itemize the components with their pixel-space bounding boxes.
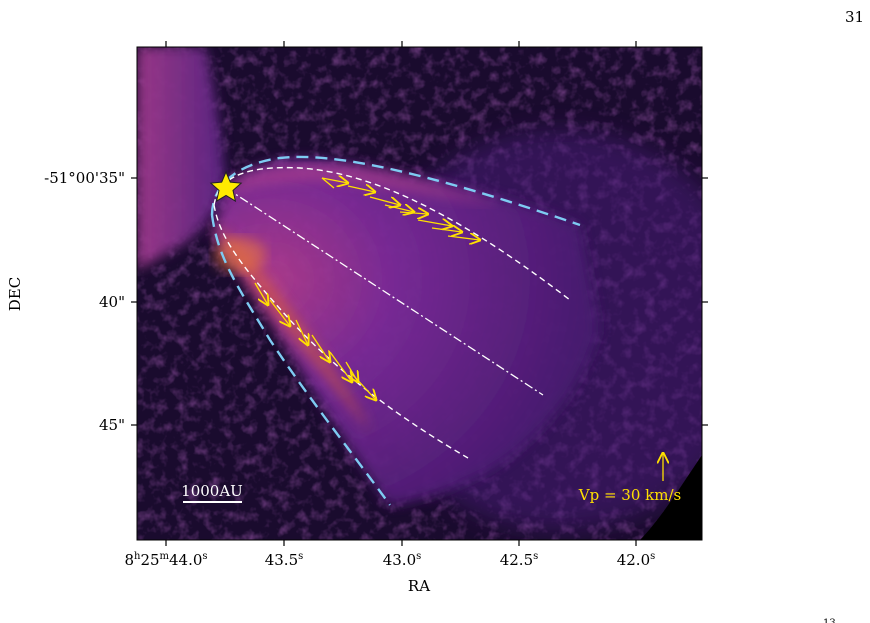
- outer-curve-upper: [210, 155, 581, 227]
- scalebar: 1000AU: [181, 482, 243, 503]
- x-tick-label-2: 43.0s: [383, 551, 422, 569]
- x-tick-label-4: 42.0s: [617, 551, 656, 569]
- plot-frame: [136, 46, 703, 541]
- outer-curve-lower: [210, 214, 391, 506]
- axis-line: [225, 187, 544, 396]
- x-ticks-top: [165, 41, 637, 47]
- x-tick-labels: 8h25m44.0s 43.5s 43.0s 42.5s 42.0s: [124, 551, 655, 569]
- y-ticks-right: [702, 177, 708, 426]
- velocity-key: Vp = 30 km/s: [578, 453, 681, 504]
- y-tick-label-2: 45": [99, 416, 125, 434]
- axes-frame: [131, 41, 708, 546]
- source-star-icon: [209, 170, 243, 203]
- corner-mark: 13: [823, 618, 836, 623]
- x-tick-label-1: 43.5s: [265, 551, 304, 569]
- emission-map: [137, 47, 702, 540]
- x-tick-label-0: 8h25m44.0s: [124, 551, 207, 569]
- y-axis-label: DEC: [6, 277, 24, 311]
- page-number: 31: [845, 8, 865, 26]
- x-tick-label-3: 42.5s: [500, 551, 539, 569]
- scalebar-label: 1000AU: [181, 482, 243, 500]
- x-ticks-bottom: [165, 540, 637, 546]
- y-tick-labels: -51°00'35" 40" 45": [44, 169, 125, 434]
- y-ticks-left: [131, 177, 137, 426]
- velocity-vectors: [254, 178, 480, 400]
- y-tick-label-1: 40": [99, 293, 125, 311]
- x-axis-label: RA: [408, 577, 430, 595]
- y-tick-label-0: -51°00'35": [44, 169, 125, 187]
- velocity-key-label: Vp = 30 km/s: [578, 486, 681, 504]
